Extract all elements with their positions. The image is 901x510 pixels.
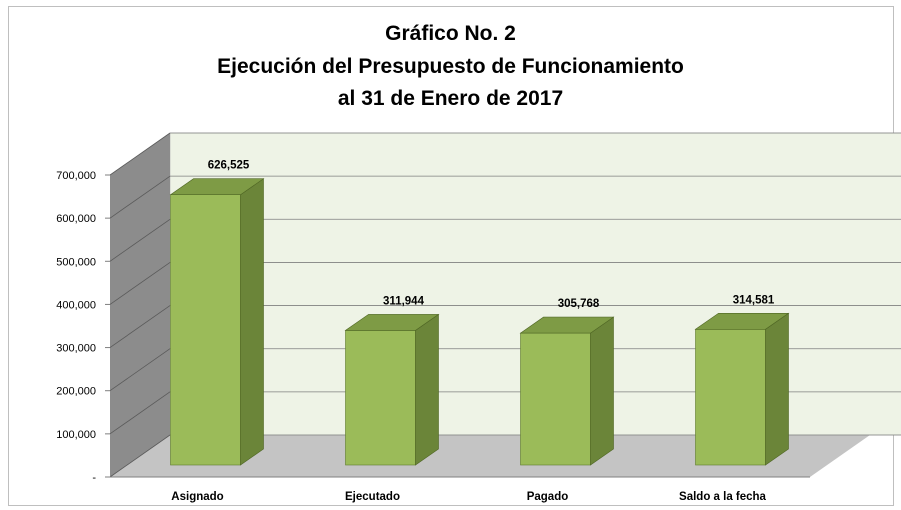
bar-0 xyxy=(170,194,241,466)
data-label: 305,768 xyxy=(558,298,600,310)
bar-top-2 xyxy=(519,316,615,334)
x-tick-label: Asignado xyxy=(171,491,223,503)
data-label: 311,944 xyxy=(383,295,425,307)
y-tick-label: 600,000 xyxy=(56,213,96,225)
gridline-side xyxy=(109,391,171,435)
x-tick-label: Ejecutado xyxy=(345,491,400,503)
bar-2 xyxy=(520,332,591,466)
gridline-side xyxy=(109,262,171,305)
bar-side-0 xyxy=(240,178,264,466)
data-label: 314,581 xyxy=(733,294,775,306)
chart-title-line-2: Ejecución del Presupuesto de Funcionamie… xyxy=(217,55,684,78)
x-tick-label: Saldo a la fecha xyxy=(679,491,767,503)
gridline-side xyxy=(109,218,171,262)
bar-side-1 xyxy=(415,313,439,466)
y-tick-label: 200,000 xyxy=(56,386,96,398)
y-tick-label: 700,000 xyxy=(56,170,96,182)
bar-side-2 xyxy=(590,316,614,466)
chart-side-wall xyxy=(110,133,170,477)
gridline-side xyxy=(109,434,171,478)
bar-top-0 xyxy=(169,178,265,195)
chart-title-line-3: al 31 de Enero de 2017 xyxy=(337,87,564,110)
bar-side-3 xyxy=(765,312,789,466)
x-tick-label: Pagado xyxy=(527,491,569,503)
data-label: 626,525 xyxy=(208,160,250,172)
y-tick-label: 400,000 xyxy=(56,299,96,311)
bar-top-1 xyxy=(344,314,440,331)
gridline-side xyxy=(109,175,171,219)
y-tick-label: - xyxy=(92,472,96,484)
bar-top-3 xyxy=(694,312,790,330)
gridline-side xyxy=(109,132,171,176)
gridline-side xyxy=(109,348,171,392)
bar-3 xyxy=(695,328,766,466)
y-tick-label: 300,000 xyxy=(56,343,96,355)
chart-floor xyxy=(110,435,870,477)
y-tick-label: 100,000 xyxy=(56,429,96,441)
y-tick-label: 500,000 xyxy=(56,256,96,268)
gridline-side xyxy=(109,305,171,348)
chart-title-line-1: Gráfico No. 2 xyxy=(385,22,516,45)
bar-1 xyxy=(345,330,416,466)
